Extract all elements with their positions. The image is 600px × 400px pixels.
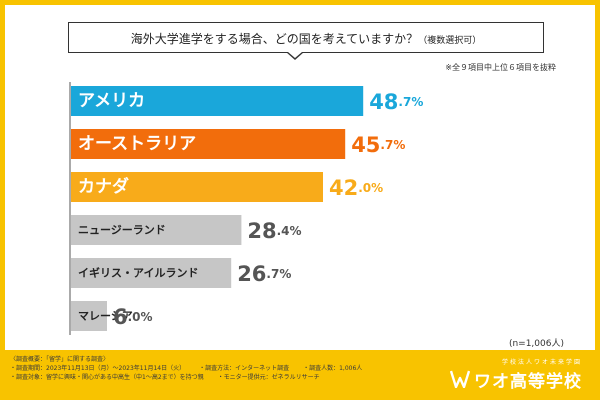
bar-5	[71, 301, 107, 331]
value-label-2: 42.0%	[329, 176, 383, 200]
survey-method: ・調査方法：インターネット調査	[199, 365, 290, 372]
bar-1	[71, 129, 346, 159]
survey-title: 〈調査概要：「留学」に関する調査〉	[10, 356, 110, 363]
category-label-5: マレーシア	[78, 310, 133, 323]
value-label-4: 26.7%	[237, 262, 291, 286]
logo-name: ワオ高等学校	[474, 371, 582, 392]
category-label-4: イギリス・アイルランド	[78, 266, 198, 280]
value-label-3: 28.4%	[247, 219, 301, 243]
question-pointer-inner	[288, 52, 302, 58]
school-logo: ワオ高等学校	[450, 368, 582, 392]
survey-provider: ・モニター提供元：ゼネラルリサーチ	[217, 374, 320, 381]
question-note: （複数選択可）	[418, 36, 482, 46]
category-label-1: オーストラリア	[78, 134, 196, 154]
value-label-0: 48.7%	[369, 90, 423, 114]
survey-count: ・調査人数：1,006人	[303, 365, 363, 372]
survey-details: 〈調査概要：「留学」に関する調査〉 ・調査期間：2023年11月13日（月）〜2…	[10, 355, 362, 382]
logo-corporation: 学校法人ワオ未来学園	[501, 359, 582, 366]
footer-band	[0, 350, 600, 400]
value-label-1: 45.7%	[351, 133, 405, 157]
value-label-5: 6.0%	[113, 305, 153, 329]
bar-2	[71, 172, 323, 202]
survey-target: ・調査対象：留学に興味・関心がある中高生（中1〜高2まで）を持つ親	[10, 374, 204, 381]
category-label-0: アメリカ	[78, 91, 145, 111]
bar-3	[71, 215, 242, 245]
category-label-3: ニュージーランド	[78, 224, 166, 237]
bar-4	[71, 258, 232, 288]
survey-period: ・調査期間：2023年11月13日（月）〜2023年11月14日（火）	[10, 365, 186, 372]
wao-logo-icon	[450, 370, 470, 388]
bar-0	[71, 86, 364, 116]
sample-size: (n=1,006人)	[508, 339, 564, 349]
category-label-2: カナダ	[78, 176, 129, 197]
question-box: 海外大学進学をする場合、どの国を考えていますか？（複数選択可）	[68, 22, 544, 53]
question-text: 海外大学進学をする場合、どの国を考えていますか？	[130, 32, 419, 46]
extract-note: ※全９項目中上位６項目を抜粋	[445, 63, 556, 72]
